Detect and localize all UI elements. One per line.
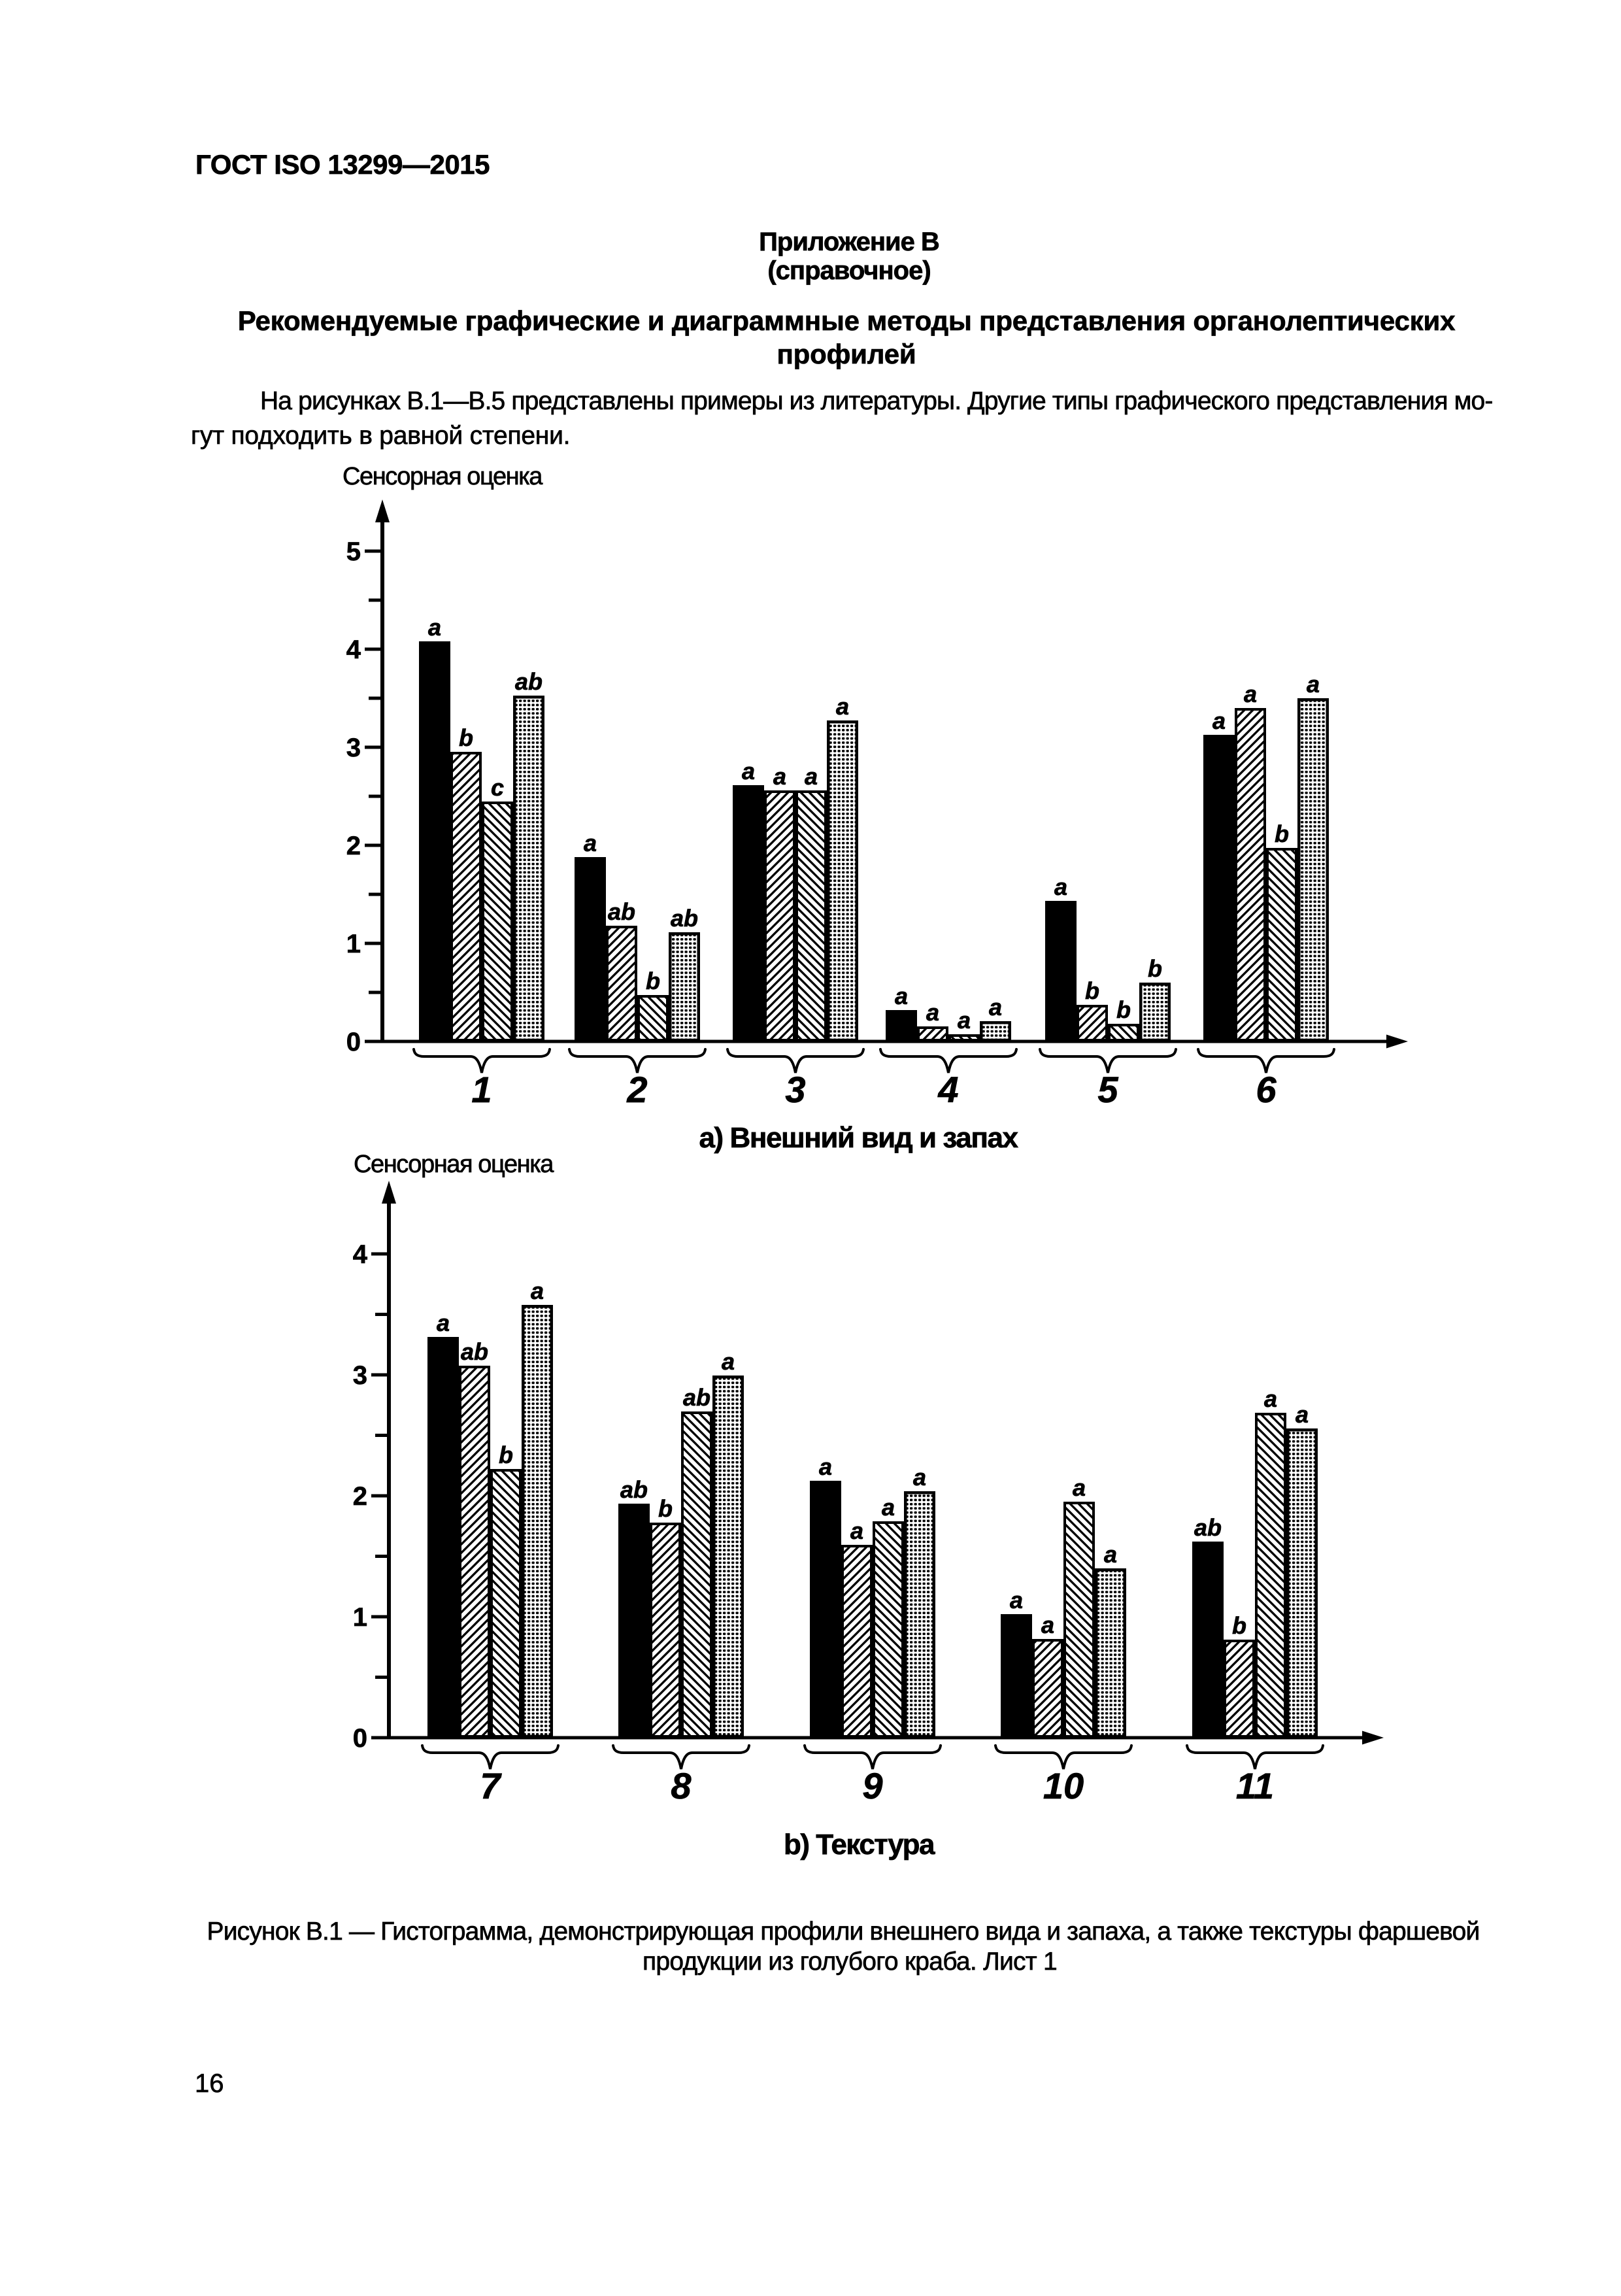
svg-text:5: 5 [346, 537, 361, 566]
svg-text:3: 3 [346, 734, 361, 762]
svg-text:b) Текстура: b) Текстура [784, 1829, 935, 1861]
svg-text:5: 5 [1097, 1069, 1118, 1110]
svg-text:a: a [895, 983, 908, 1009]
svg-text:2: 2 [353, 1482, 367, 1511]
svg-text:a: a [531, 1277, 544, 1304]
svg-text:1: 1 [471, 1069, 492, 1110]
svg-text:a: a [1010, 1587, 1023, 1613]
svg-text:3: 3 [785, 1069, 805, 1110]
svg-text:ab: ab [683, 1384, 710, 1411]
svg-text:a: a [1054, 873, 1067, 900]
svg-text:ab: ab [1194, 1514, 1222, 1541]
svg-text:9: 9 [862, 1765, 882, 1806]
svg-text:ab: ab [461, 1338, 488, 1365]
svg-text:a: a [1104, 1541, 1117, 1568]
svg-text:Сенсорная оценка: Сенсорная оценка [343, 463, 543, 490]
svg-text:1: 1 [346, 930, 361, 958]
svg-text:Рисунок В.1 — Гистограмма, дем: Рисунок В.1 — Гистограмма, демонстрирующ… [207, 1917, 1480, 1946]
svg-text:b: b [1232, 1612, 1246, 1639]
svg-text:a: a [1041, 1612, 1054, 1638]
svg-text:a: a [819, 1453, 832, 1480]
svg-text:4: 4 [937, 1069, 958, 1110]
svg-text:ab: ab [515, 668, 543, 695]
svg-text:6: 6 [1256, 1069, 1277, 1110]
svg-text:2: 2 [626, 1069, 647, 1110]
svg-text:гут подходить в равной степени: гут подходить в равной степени. [191, 422, 570, 450]
svg-text:a: a [1295, 1401, 1309, 1428]
svg-text:b: b [1116, 996, 1131, 1023]
svg-text:a: a [989, 994, 1002, 1021]
svg-text:8: 8 [671, 1765, 692, 1806]
svg-text:a: a [1307, 671, 1320, 698]
svg-text:Сенсорная оценка: Сенсорная оценка [354, 1151, 554, 1178]
svg-text:a: a [1264, 1385, 1277, 1412]
svg-text:b: b [459, 724, 473, 751]
svg-text:b: b [658, 1495, 673, 1522]
svg-text:продукции из голубого краба. Л: продукции из голубого краба. Лист 1 [643, 1948, 1057, 1976]
svg-text:a: a [428, 614, 441, 641]
svg-text:a: a [958, 1007, 971, 1034]
svg-text:На рисунках В.1—В.5 представле: На рисунках В.1—В.5 представлены примеры… [260, 387, 1493, 415]
svg-text:b: b [1148, 955, 1162, 982]
svg-text:b: b [1085, 977, 1099, 1004]
svg-text:0: 0 [353, 1724, 367, 1753]
svg-text:ГОСТ ISO 13299—2015: ГОСТ ISO 13299—2015 [195, 149, 490, 180]
svg-text:4: 4 [353, 1240, 368, 1269]
svg-text:(справочное): (справочное) [767, 256, 930, 285]
svg-text:3: 3 [353, 1361, 367, 1390]
svg-text:a: a [722, 1348, 735, 1375]
svg-text:c: c [491, 774, 504, 801]
svg-text:10: 10 [1043, 1765, 1084, 1806]
svg-text:a: a [805, 763, 818, 790]
svg-text:a: a [1073, 1474, 1086, 1501]
svg-text:a: a [850, 1517, 863, 1544]
svg-text:a: a [437, 1309, 450, 1336]
svg-text:а) Внешний вид и запах: а) Внешний вид и запах [699, 1122, 1018, 1154]
svg-text:7: 7 [480, 1765, 502, 1806]
svg-text:11: 11 [1236, 1765, 1274, 1806]
svg-text:1: 1 [353, 1603, 367, 1632]
svg-text:a: a [1244, 681, 1257, 707]
svg-text:профилей: профилей [777, 339, 916, 369]
svg-text:Рекомендуемые графические и ди: Рекомендуемые графические и диаграммные … [238, 305, 1456, 336]
svg-text:a: a [836, 693, 849, 720]
svg-text:a: a [1212, 707, 1226, 734]
svg-text:a: a [882, 1494, 895, 1521]
svg-text:ab: ab [620, 1476, 648, 1503]
svg-text:0: 0 [346, 1028, 361, 1056]
svg-text:Приложение В: Приложение В [759, 228, 939, 256]
svg-text:2: 2 [346, 832, 361, 860]
svg-text:b: b [646, 968, 660, 994]
svg-text:4: 4 [346, 635, 361, 664]
svg-text:b: b [499, 1442, 513, 1468]
svg-text:ab: ab [608, 898, 635, 925]
svg-text:a: a [742, 758, 755, 785]
svg-text:16: 16 [195, 2069, 224, 2098]
svg-text:ab: ab [671, 905, 698, 932]
svg-text:a: a [913, 1464, 926, 1491]
svg-text:a: a [773, 763, 786, 790]
svg-text:a: a [584, 830, 597, 856]
svg-text:b: b [1275, 820, 1289, 847]
svg-text:a: a [926, 999, 939, 1026]
